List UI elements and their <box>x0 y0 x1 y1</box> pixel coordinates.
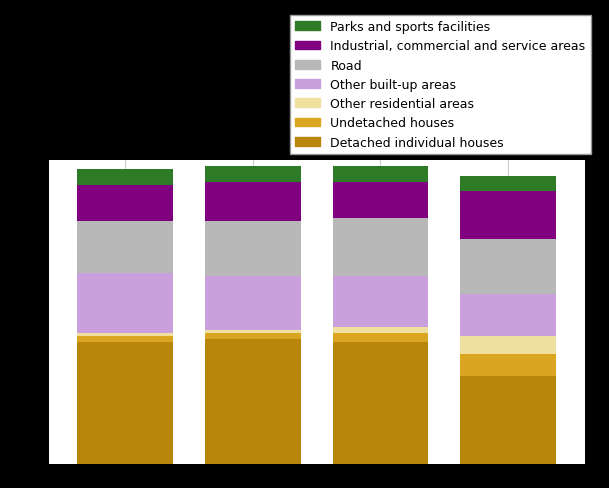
Bar <box>205 222 301 276</box>
Bar <box>77 170 173 185</box>
Bar <box>77 222 173 273</box>
Bar <box>205 276 301 330</box>
Bar <box>460 294 556 337</box>
Bar <box>77 337 173 343</box>
Bar <box>77 333 173 337</box>
Legend: Parks and sports facilities, Industrial, commercial and service areas, Road, Oth: Parks and sports facilities, Industrial,… <box>290 16 591 154</box>
Bar <box>333 333 428 343</box>
Bar <box>333 343 428 464</box>
Bar <box>460 176 556 191</box>
Bar <box>205 167 301 182</box>
Bar <box>77 273 173 333</box>
Bar <box>205 333 301 340</box>
Bar <box>460 355 556 376</box>
Bar <box>460 376 556 464</box>
Bar <box>460 337 556 355</box>
Bar <box>333 182 428 219</box>
Bar <box>333 167 428 182</box>
Bar <box>460 191 556 240</box>
Bar <box>333 276 428 327</box>
Bar <box>77 343 173 464</box>
Bar <box>77 185 173 222</box>
Bar <box>205 182 301 222</box>
Bar <box>205 330 301 333</box>
Bar <box>333 327 428 333</box>
Bar <box>205 340 301 464</box>
Bar <box>460 240 556 294</box>
Bar <box>333 219 428 276</box>
